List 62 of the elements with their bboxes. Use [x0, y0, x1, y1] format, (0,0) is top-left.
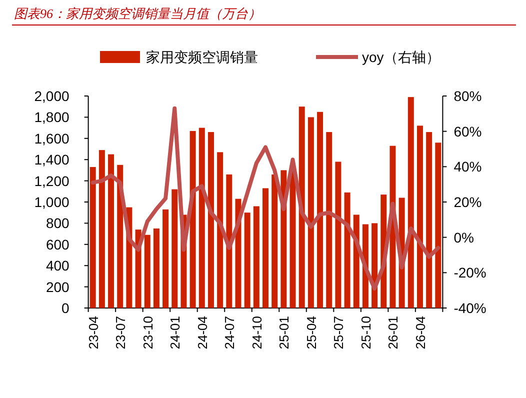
bar: [435, 142, 442, 308]
bar: [172, 189, 178, 308]
bar: [298, 106, 305, 308]
chart-title: 图表96：家用变频空调销量当月值（万台）: [14, 6, 261, 21]
y-tick-label: 400: [46, 258, 70, 274]
x-tick-label: 24-10: [249, 316, 264, 350]
bar: [317, 112, 324, 308]
bar: [190, 130, 196, 308]
y-tick-label: 800: [46, 215, 70, 232]
y2-tick-label: 60%: [454, 123, 482, 140]
bar: [90, 167, 96, 308]
y2-tick-label: -40%: [454, 300, 486, 316]
bar: [226, 174, 232, 308]
bar: [208, 132, 214, 308]
y2-tick-label: 0%: [454, 229, 474, 246]
bar: [335, 162, 342, 308]
bar: [272, 174, 278, 308]
y-tick-label: 1,400: [34, 152, 70, 168]
y-tick-label: 600: [46, 236, 70, 252]
x-tick-label: 24-04: [194, 316, 210, 350]
y2-tick-label: 40%: [454, 158, 482, 175]
x-tick-label: 25-07: [331, 316, 346, 350]
x-tick-label: 25-04: [304, 316, 319, 350]
y-tick-label: 200: [46, 278, 70, 295]
y2-tick-label: -20%: [454, 264, 486, 281]
bar: [153, 228, 160, 308]
bar: [426, 132, 432, 308]
y2-tick-label: 80%: [454, 88, 482, 104]
bar: [244, 212, 250, 308]
bar: [162, 209, 169, 308]
y-tick-label: 2,000: [34, 88, 70, 104]
y2-tick-label: 20%: [454, 194, 482, 210]
bar: [262, 188, 268, 308]
y-tick-label: 1,800: [34, 109, 70, 126]
x-tick-label: 25-10: [358, 316, 374, 350]
bar: [144, 234, 150, 308]
bar: [198, 128, 205, 308]
x-tick-label: 24-07: [222, 316, 238, 350]
x-tick-label: 23-07: [113, 316, 128, 350]
x-tick-label: 26-01: [386, 316, 401, 350]
line-series: [90, 106, 440, 291]
bar: [408, 97, 414, 308]
bar: [108, 154, 114, 308]
bar: [416, 126, 423, 308]
x-tick-label: 24-01: [168, 316, 183, 350]
bar: [217, 152, 224, 308]
y-tick-label: 1,600: [34, 130, 70, 146]
y-tick-label: 1,200: [34, 172, 70, 189]
y-tick-label: 0: [62, 300, 70, 316]
legend-label: 家用变频空调销量: [146, 49, 258, 65]
bar: [253, 206, 260, 308]
bar: [98, 150, 105, 308]
x-tick-label: 25-01: [276, 316, 292, 350]
bar: [344, 192, 350, 308]
x-tick-label: 23-04: [86, 316, 101, 350]
bar: [308, 117, 314, 308]
y-tick-label: 1,000: [34, 194, 70, 210]
legend-label: yoy（右轴）: [362, 49, 440, 65]
x-tick-label: 26-04: [412, 316, 428, 350]
x-tick-label: 23-10: [140, 316, 156, 350]
bar: [326, 132, 332, 308]
bar: [290, 171, 296, 308]
